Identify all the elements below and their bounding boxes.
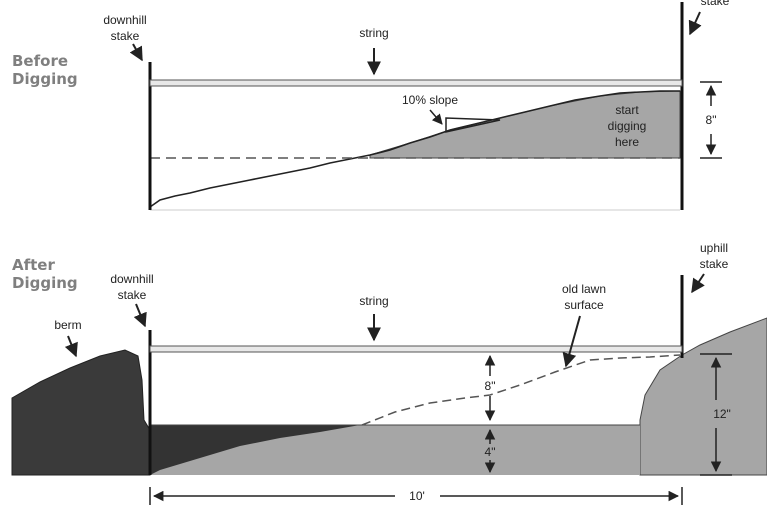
- width-dimension: 10': [149, 487, 683, 505]
- before-uphill-arrow: [688, 11, 702, 36]
- before-depth-label: 8": [706, 113, 717, 127]
- old-lawn-arrow: [562, 315, 581, 368]
- before-slope-label: 10% slope: [402, 93, 458, 107]
- after-string-label: string: [359, 294, 388, 308]
- uphill-soil: [639, 317, 767, 476]
- before-downhill-arrow: [129, 43, 143, 62]
- before-downhill-stake-line2: stake: [111, 29, 140, 43]
- before-start-digging-line1: start: [615, 103, 639, 117]
- after-heading-line1: After: [12, 256, 55, 274]
- before-uphill-stake-label: stake: [701, 0, 730, 8]
- after-downhill-arrow: [133, 303, 147, 328]
- after-depth-4-label: 4": [485, 445, 496, 459]
- after-depth-12-label: 12": [713, 407, 731, 421]
- after-downhill-stake-line2: stake: [118, 288, 147, 302]
- trench-dark-fill: [150, 425, 360, 475]
- before-ground-line: [149, 90, 680, 208]
- berm-mound: [11, 349, 151, 476]
- after-uphill-stake-line2: stake: [700, 257, 729, 271]
- before-slope-triangle: [445, 117, 501, 133]
- old-lawn-line2: surface: [564, 298, 604, 312]
- before-start-digging-line3: here: [615, 135, 639, 149]
- berm-label: berm: [54, 318, 81, 332]
- after-string: [149, 345, 683, 353]
- berm-arrow: [64, 335, 78, 358]
- after-uphill-arrow: [691, 273, 705, 294]
- after-uphill-stake-line1: uphill: [700, 241, 728, 255]
- before-panel: Before Digging downhill stake stake: [12, 0, 730, 211]
- before-string-label: string: [359, 26, 388, 40]
- after-heading-line2: Digging: [12, 274, 78, 292]
- before-downhill-stake-line1: downhill: [103, 13, 146, 27]
- old-lawn-surface-line: [361, 354, 681, 426]
- before-heading-line2: Digging: [12, 70, 78, 88]
- after-depth-8-label: 8": [485, 379, 496, 393]
- after-panel: After Digging downhill stake uphill: [11, 241, 767, 476]
- before-slope-arrow: [429, 109, 443, 125]
- before-heading-line1: Before: [12, 52, 68, 70]
- before-string: [149, 79, 683, 87]
- after-downhill-stake-line1: downhill: [110, 272, 153, 286]
- old-lawn-line1: old lawn: [562, 282, 606, 296]
- before-start-digging-line2: digging: [608, 119, 647, 133]
- width-label: 10': [409, 489, 425, 503]
